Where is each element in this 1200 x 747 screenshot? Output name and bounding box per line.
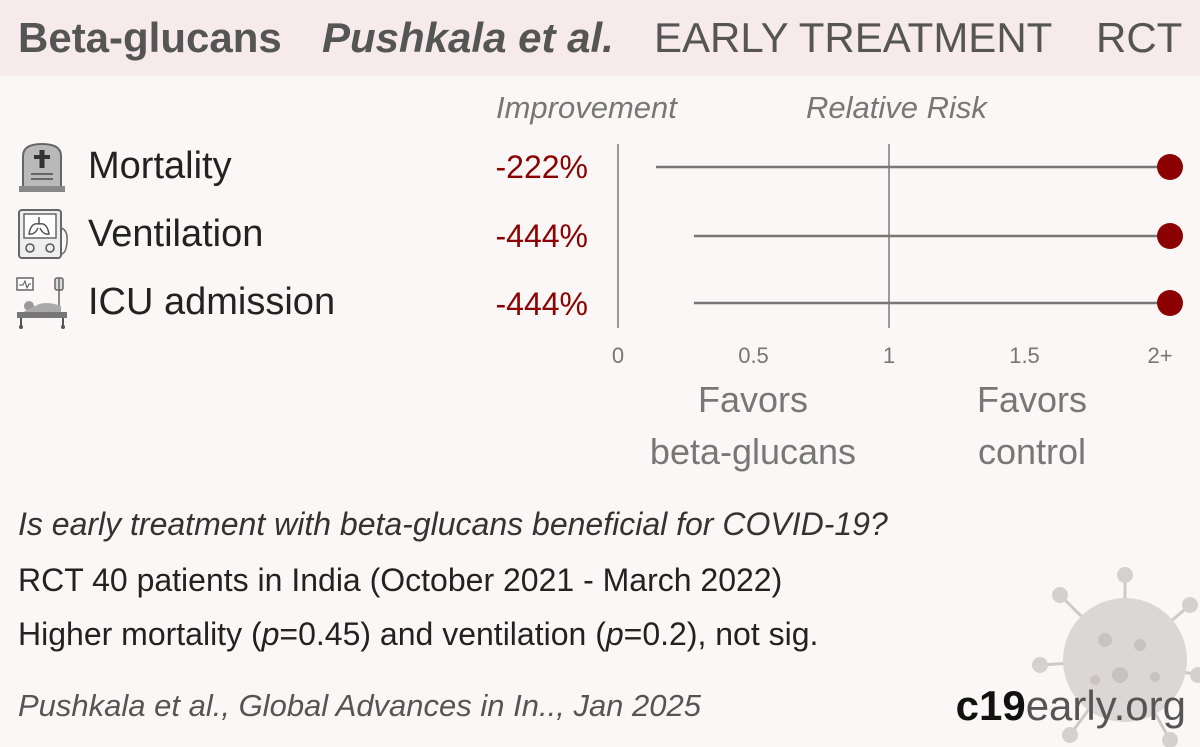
x-tick-label: 2+ (1147, 343, 1172, 368)
virus-icon (1032, 567, 1200, 747)
favors-treatment-line2: beta-glucans (649, 431, 857, 472)
favors-treatment-line1: Favors (697, 379, 809, 420)
x-tick-label: 0.5 (738, 343, 769, 368)
brand-logo-bold: c19 (955, 682, 1026, 729)
summary-question: Is early treatment with beta-glucans ben… (18, 506, 888, 542)
ventilator-icon (18, 209, 68, 259)
summary-design: RCT 40 patients in India (October 2021 -… (18, 562, 783, 598)
x-tick-label: 1 (883, 343, 895, 368)
outcome-label-icu-admission: ICU admission (88, 281, 336, 323)
summary-result: Higher mortality (p=0.45) and ventilatio… (18, 616, 818, 653)
summary-result-part-a: Higher mortality ( (18, 616, 262, 652)
brand-logo[interactable]: c19early.org (956, 682, 1186, 730)
brand-logo-rest: early.org (1025, 682, 1186, 729)
treatment-stage: EARLY TREATMENT (654, 14, 1053, 61)
summary-result-part-b: =0.45) and ventilation ( (279, 616, 606, 652)
header-bar: Beta-glucans Pushkala et al. EARLY TREAT… (0, 0, 1200, 76)
improvement-icu-admission: -444% (495, 286, 589, 322)
rr-point (1157, 290, 1183, 316)
tombstone-icon (19, 142, 65, 192)
improvement-column-header: Improvement (496, 90, 677, 125)
improvement-mortality: -222% (495, 149, 589, 185)
study-name: Pushkala et al. (322, 14, 614, 61)
favors-control-line1: Favors (976, 379, 1088, 420)
summary-result-part-c: =0.2), not sig. (623, 616, 819, 652)
x-tick-label: 0 (612, 343, 624, 368)
p-symbol-mortality: p (261, 616, 280, 652)
rr-point (1157, 154, 1183, 180)
favors-control-line2: control (977, 431, 1087, 472)
p-symbol-ventilation: p (605, 616, 624, 652)
rr-point (1157, 223, 1183, 249)
icu-bed-icon (16, 277, 67, 329)
relative-risk-column-header: Relative Risk (806, 90, 987, 125)
treatment-title: Beta-glucans (18, 14, 282, 61)
citation: Pushkala et al., Global Advances in In..… (18, 688, 701, 723)
favors-control-label: Favors control (922, 374, 1142, 478)
improvement-ventilation: -444% (495, 218, 589, 254)
outcome-label-mortality: Mortality (88, 145, 232, 187)
outcome-label-ventilation: Ventilation (88, 213, 264, 255)
favors-treatment-label: Favors beta-glucans (633, 374, 873, 478)
x-tick-label: 1.5 (1009, 343, 1040, 368)
study-type: RCT (1096, 14, 1183, 61)
